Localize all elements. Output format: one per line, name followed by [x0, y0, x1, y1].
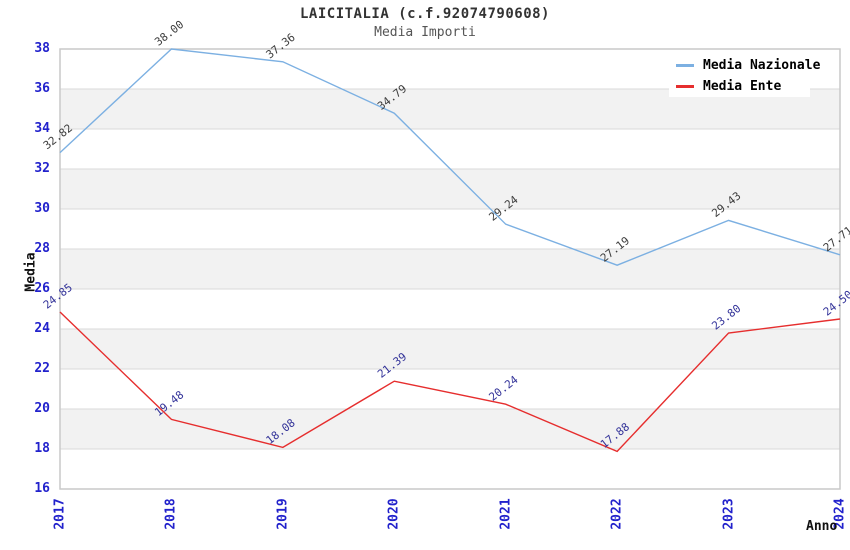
y-tick-label: 26 [34, 281, 50, 296]
y-tick-label: 18 [34, 441, 50, 456]
series-line-media-ente [59, 311, 841, 453]
x-tick-label: 2022 [609, 498, 625, 530]
chart-subtitle: Media Importi [374, 25, 476, 40]
y-tick-label: 16 [34, 481, 50, 496]
point-label: 23.80 [709, 302, 743, 333]
y-tick-label: 36 [34, 81, 50, 96]
y-tick-label: 22 [34, 361, 50, 376]
y-tick-label: 20 [34, 401, 50, 416]
legend-marker-blue-line-icon [676, 64, 694, 67]
x-tick-label: 2019 [275, 498, 291, 530]
y-tick-label: 32 [34, 161, 50, 176]
legend-item-media-ente: Media Ente [669, 77, 810, 96]
x-tick-label: 2021 [498, 498, 514, 530]
y-axis-title: Media [23, 252, 39, 292]
y-tick-label: 34 [34, 121, 50, 136]
point-label: 24.50 [821, 288, 850, 319]
y-tick-label: 30 [34, 201, 50, 216]
series-line-media-nazionale [59, 48, 841, 266]
y-tick-label: 28 [34, 241, 50, 256]
x-tick-label: 2018 [163, 498, 179, 530]
x-tick-label: 2023 [721, 498, 737, 530]
legend: Media Nazionale Media Ente [669, 55, 820, 97]
point-label: 20.24 [487, 373, 521, 404]
y-tick-label: 38 [34, 41, 50, 56]
legend-item-media-nazionale: Media Nazionale [669, 56, 820, 75]
y-tick-label: 24 [34, 321, 50, 336]
legend-label-media-ente: Media Ente [703, 79, 782, 94]
legend-marker-red-line-icon [676, 85, 694, 88]
x-axis-title: Anno [806, 519, 838, 534]
x-tick-label: 2017 [52, 498, 68, 530]
legend-label-media-nazionale: Media Nazionale [703, 58, 821, 73]
chart-title: LAICITALIA (c.f.92074790608) [299, 6, 550, 22]
x-tick-label: 2020 [386, 498, 402, 530]
